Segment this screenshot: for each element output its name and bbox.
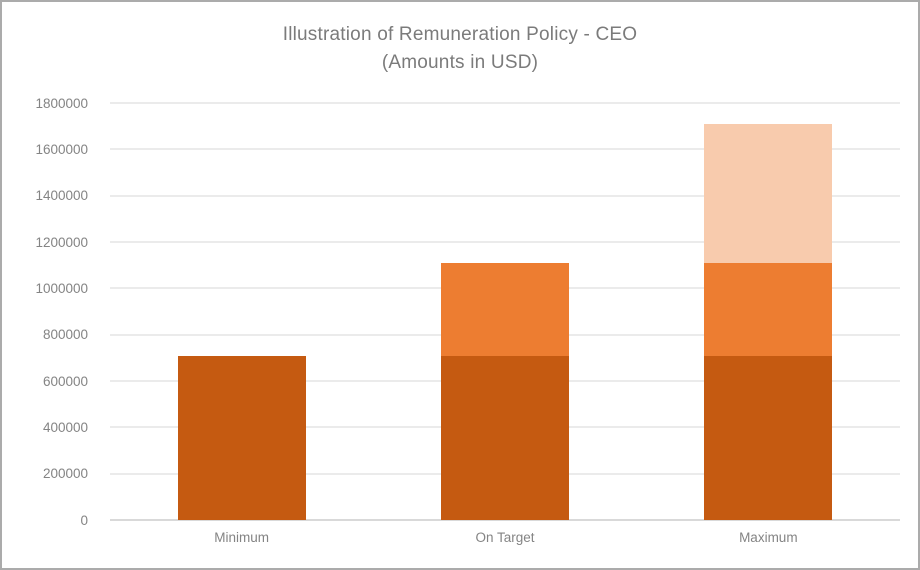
y-tick-label: 200000 — [42, 466, 88, 482]
bar-segment-segment-orange[interactable] — [441, 262, 569, 356]
gridline — [110, 194, 900, 197]
bars-layer — [110, 103, 900, 520]
y-tick-label: 1600000 — [35, 141, 88, 157]
y-tick-label: 1800000 — [35, 95, 88, 111]
bar-segment-segment-orange[interactable] — [704, 262, 833, 356]
y-tick-label: 1000000 — [35, 280, 88, 296]
gridline — [110, 148, 900, 151]
y-axis-labels: 0 200000 400000 600000 800000 1000000 1200000 1… — [2, 96, 88, 528]
y-tick-label: 1200000 — [35, 234, 88, 250]
y-tick-label: 600000 — [42, 373, 88, 389]
y-tick-label: 800000 — [42, 327, 88, 343]
x-category-label: On Target — [475, 530, 535, 545]
bar-segment-segment-dark-orange[interactable] — [704, 355, 833, 520]
bar-segment-segment-dark-orange[interactable] — [441, 355, 569, 520]
x-category-label: Maximum — [739, 530, 798, 545]
gridline — [110, 102, 900, 104]
y-tick-label: 1400000 — [35, 188, 88, 204]
bar-segment-segment-light-orange[interactable] — [704, 123, 833, 263]
chart-title: Illustration of Remuneration Policy - CE… — [2, 21, 918, 77]
y-tick-label: 0 — [80, 512, 88, 528]
x-axis-line — [110, 519, 900, 521]
chart-title-line1: Illustration of Remuneration Policy - CE… — [282, 24, 638, 45]
chart-title-line2: (Amounts in USD) — [381, 52, 539, 73]
bar-segment-segment-dark-orange[interactable] — [177, 355, 306, 520]
x-axis-labels: Minimum On Target Maximum — [110, 530, 900, 550]
x-category-label: Minimum — [214, 530, 270, 545]
gridline — [110, 241, 900, 243]
y-tick-label: 400000 — [42, 419, 88, 435]
plot-area — [110, 102, 900, 521]
